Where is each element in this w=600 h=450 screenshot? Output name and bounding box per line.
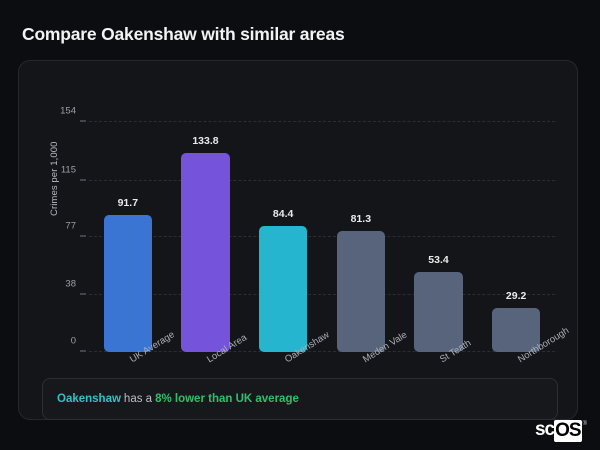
bar[interactable] (492, 308, 541, 352)
banner-area-name: Oakenshaw (57, 393, 121, 405)
bar[interactable] (181, 152, 230, 352)
logo-mark-text: OS (554, 420, 582, 442)
gridline (89, 179, 555, 181)
bar-value-label: 133.8 (192, 134, 219, 147)
bar-value-label: 29.2 (505, 290, 527, 303)
chart-card: Crimes per 1,000 0 38 77 115 154 91.7 UK Aver… (18, 60, 578, 420)
gridline (89, 236, 555, 238)
y-tick-label: 0 (70, 335, 76, 347)
logo-trademark-icon: ® (582, 421, 588, 427)
bar-group: 29.2 Northborough (492, 106, 571, 365)
y-tick-mark (80, 293, 86, 295)
y-tick-label: 115 (60, 164, 76, 176)
gridline (89, 121, 555, 123)
y-tick-mark (80, 179, 86, 181)
bar-value-label: 84.4 (272, 208, 294, 221)
gridline (89, 351, 555, 352)
bar[interactable] (336, 230, 385, 352)
insight-banner: Oakenshaw has a 8% lower than UK average (42, 378, 558, 420)
y-tick-mark (80, 120, 86, 122)
bar[interactable] (414, 272, 463, 352)
plot-area: 0 38 77 115 154 91.7 UK Average 133.8 Local Are… (60, 106, 571, 365)
y-axis-title: Crimes per 1,000 (49, 141, 60, 216)
y-tick-label: 77 (65, 220, 76, 232)
banner-statistic: 8% lower than UK average (155, 393, 299, 405)
bar-group: 53.4 St Teath (414, 106, 474, 365)
y-tick-label: 154 (60, 105, 76, 117)
gridline (89, 294, 555, 296)
bar-group: 91.7 UK Average (103, 106, 176, 365)
y-tick-mark (80, 350, 86, 352)
bar[interactable] (259, 226, 308, 352)
y-tick-label: 38 (65, 278, 76, 290)
banner-connector: has a (123, 393, 153, 405)
bar-group: 133.8 Local Area (181, 106, 249, 365)
bar-group: 81.3 Meden Vale (336, 106, 409, 365)
bar-value-label: 81.3 (350, 212, 372, 225)
logo-prefix-text: sc (534, 419, 555, 440)
bar-value-label: 53.4 (428, 254, 449, 267)
bar-group: 84.4 Oakenshaw (259, 106, 332, 365)
y-tick-mark (80, 235, 86, 237)
bar[interactable] (103, 215, 152, 352)
bar-value-label: 91.7 (117, 197, 139, 210)
page-title: Compare Oakenshaw with similar areas (22, 24, 345, 44)
scos-logo: sc OS ® (534, 419, 588, 442)
